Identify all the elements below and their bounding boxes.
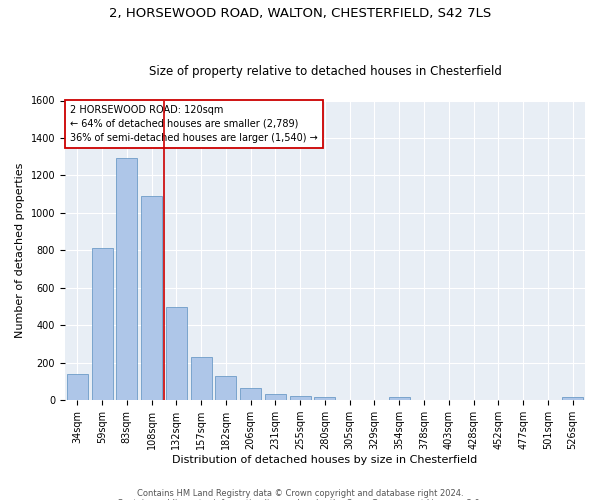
Bar [141, 196, 162, 400]
Bar [191, 357, 212, 400]
Y-axis label: Number of detached properties: Number of detached properties [15, 162, 25, 338]
Bar [290, 396, 311, 400]
Bar [92, 248, 113, 400]
Bar [215, 376, 236, 400]
Bar [314, 398, 335, 400]
X-axis label: Distribution of detached houses by size in Chesterfield: Distribution of detached houses by size … [172, 455, 478, 465]
Text: Contains HM Land Registry data © Crown copyright and database right 2024.: Contains HM Land Registry data © Crown c… [137, 488, 463, 498]
Bar [389, 398, 410, 400]
Bar [562, 398, 583, 400]
Text: 2 HORSEWOOD ROAD: 120sqm
← 64% of detached houses are smaller (2,789)
36% of sem: 2 HORSEWOOD ROAD: 120sqm ← 64% of detach… [70, 105, 318, 143]
Bar [67, 374, 88, 400]
Text: Contains public sector information licensed under the Open Government Licence v3: Contains public sector information licen… [118, 498, 482, 500]
Text: 2, HORSEWOOD ROAD, WALTON, CHESTERFIELD, S42 7LS: 2, HORSEWOOD ROAD, WALTON, CHESTERFIELD,… [109, 8, 491, 20]
Bar [116, 158, 137, 400]
Bar [166, 308, 187, 400]
Title: Size of property relative to detached houses in Chesterfield: Size of property relative to detached ho… [149, 66, 502, 78]
Bar [240, 388, 261, 400]
Bar [265, 394, 286, 400]
